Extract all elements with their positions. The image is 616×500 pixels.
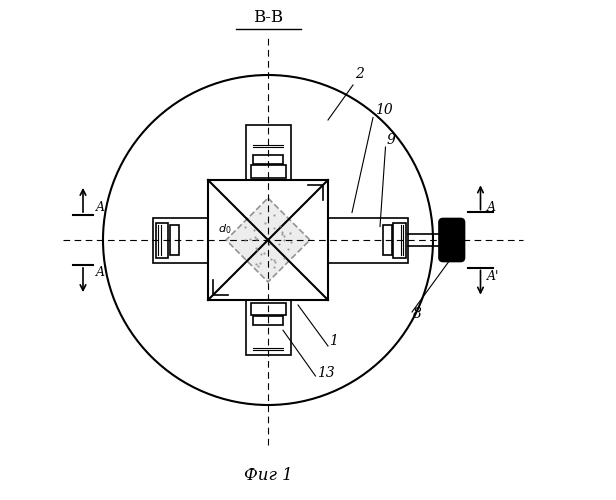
Bar <box>208 180 328 300</box>
Bar <box>251 165 285 177</box>
Text: A': A' <box>95 266 108 279</box>
Text: $d_0$: $d_0$ <box>218 222 232 236</box>
Bar <box>155 222 168 258</box>
Text: A: A <box>95 201 105 214</box>
Text: В-В: В-В <box>253 10 283 26</box>
Bar <box>328 218 408 262</box>
Text: A': A' <box>487 270 499 283</box>
FancyBboxPatch shape <box>439 218 464 262</box>
Text: 8: 8 <box>413 306 422 320</box>
Text: 2: 2 <box>355 66 365 80</box>
Text: A: A <box>487 201 495 214</box>
Bar <box>246 125 291 180</box>
Bar <box>383 225 392 255</box>
Bar <box>153 218 208 262</box>
Bar <box>393 222 405 258</box>
Bar <box>251 302 285 315</box>
Text: 13: 13 <box>317 366 334 380</box>
Bar <box>169 225 179 255</box>
Text: 9: 9 <box>387 133 396 147</box>
Bar <box>253 154 283 164</box>
Text: 1: 1 <box>330 334 338 348</box>
Bar <box>246 300 291 355</box>
Bar <box>253 316 283 325</box>
Text: Фиг 1: Фиг 1 <box>243 467 293 484</box>
Text: 10: 10 <box>376 103 393 117</box>
Polygon shape <box>226 198 310 282</box>
